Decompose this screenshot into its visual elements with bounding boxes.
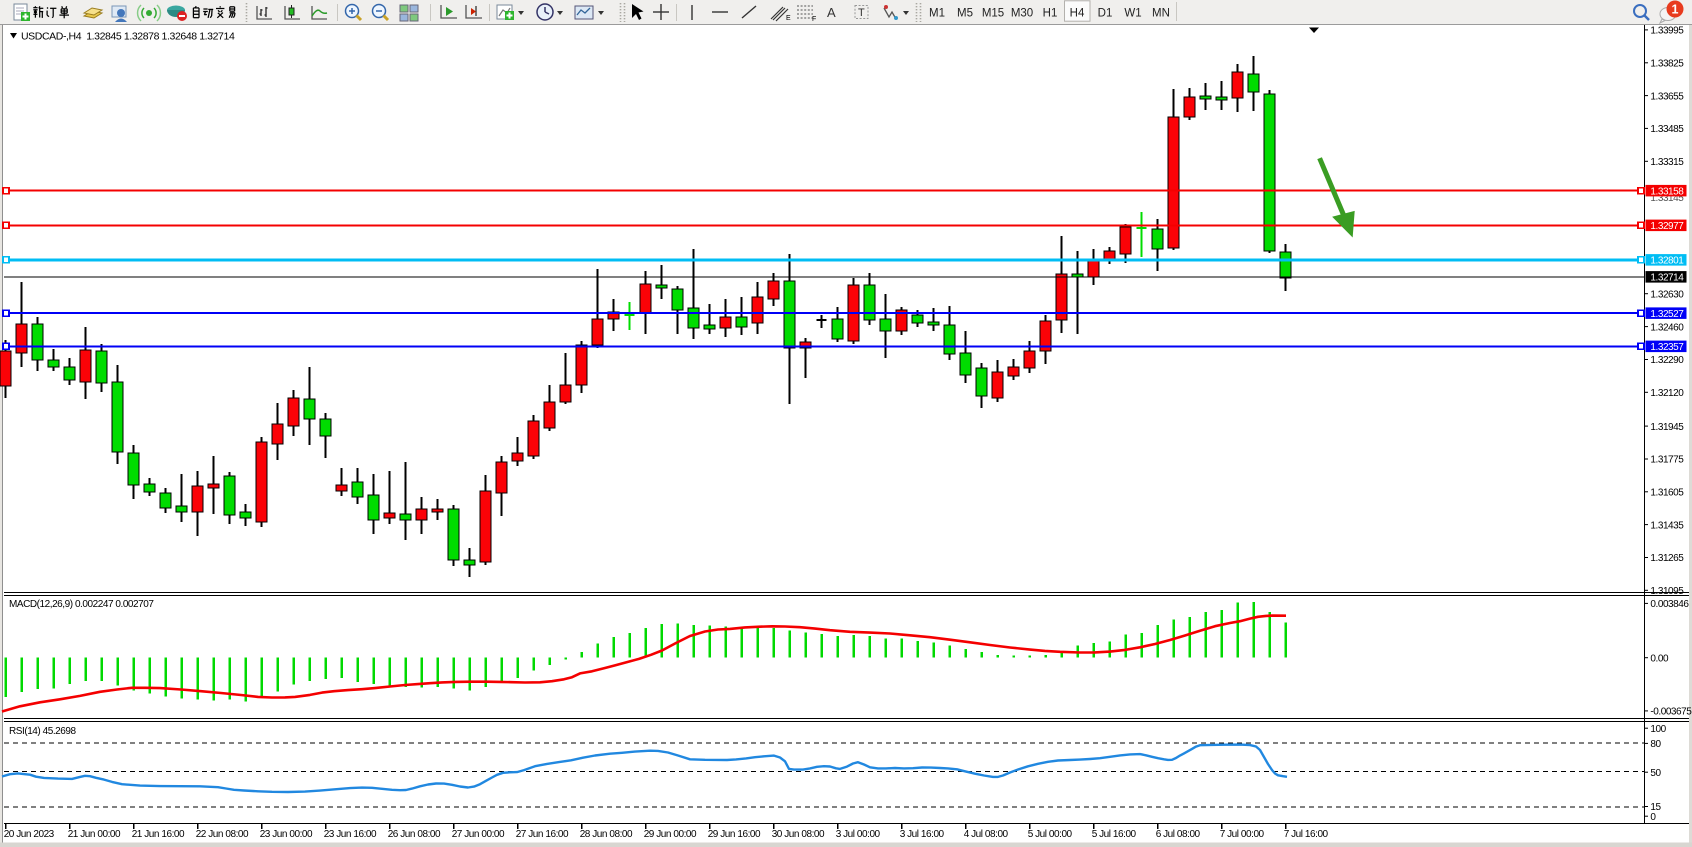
svg-text:22 Jun 08:00: 22 Jun 08:00 bbox=[196, 829, 249, 840]
svg-text:4 Jul 08:00: 4 Jul 08:00 bbox=[964, 829, 1009, 840]
svg-text:1.32460: 1.32460 bbox=[1650, 322, 1684, 333]
svg-text:1.32120: 1.32120 bbox=[1650, 388, 1684, 399]
svg-text:1.33145: 1.33145 bbox=[1650, 193, 1684, 204]
svg-text:15: 15 bbox=[1650, 802, 1661, 813]
svg-text:1.32527: 1.32527 bbox=[1650, 309, 1684, 320]
svg-text:6 Jul 08:00: 6 Jul 08:00 bbox=[1156, 829, 1201, 840]
svg-text:1.32977: 1.32977 bbox=[1650, 221, 1684, 232]
svg-text:0: 0 bbox=[1650, 812, 1656, 823]
svg-text:W1: W1 bbox=[1124, 8, 1141, 20]
svg-text:1: 1 bbox=[1672, 3, 1679, 17]
svg-text:100: 100 bbox=[1650, 724, 1666, 735]
svg-text:29 Jun 00:00: 29 Jun 00:00 bbox=[644, 829, 697, 840]
svg-text:MACD(12,26,9) 0.002247 0.00270: MACD(12,26,9) 0.002247 0.002707 bbox=[9, 599, 154, 610]
svg-text:1.31605: 1.31605 bbox=[1650, 488, 1684, 499]
svg-text:3 Jul 00:00: 3 Jul 00:00 bbox=[836, 829, 881, 840]
svg-text:1.32801: 1.32801 bbox=[1650, 256, 1684, 267]
svg-text:23 Jun 16:00: 23 Jun 16:00 bbox=[324, 829, 377, 840]
svg-text:RSI(14) 45.2698: RSI(14) 45.2698 bbox=[9, 726, 77, 737]
svg-text:29 Jun 16:00: 29 Jun 16:00 bbox=[708, 829, 761, 840]
svg-text:H1: H1 bbox=[1043, 8, 1058, 20]
svg-text:26 Jun 08:00: 26 Jun 08:00 bbox=[388, 829, 441, 840]
svg-text:1.33315: 1.33315 bbox=[1650, 157, 1684, 168]
svg-text:20 Jun 2023: 20 Jun 2023 bbox=[4, 829, 55, 840]
svg-text:5 Jul 00:00: 5 Jul 00:00 bbox=[1028, 829, 1073, 840]
svg-text:-0.003675: -0.003675 bbox=[1650, 707, 1692, 718]
svg-text:M1: M1 bbox=[929, 8, 945, 20]
svg-text:1.33158: 1.33158 bbox=[1650, 186, 1684, 197]
svg-text:50: 50 bbox=[1650, 768, 1661, 779]
svg-text:1.32714: 1.32714 bbox=[1650, 273, 1684, 284]
svg-text:M15: M15 bbox=[982, 8, 1004, 20]
svg-text:1.32290: 1.32290 bbox=[1650, 355, 1684, 366]
svg-text:1.31435: 1.31435 bbox=[1650, 520, 1684, 531]
svg-text:30 Jun 08:00: 30 Jun 08:00 bbox=[772, 829, 825, 840]
svg-text:7 Jul 16:00: 7 Jul 16:00 bbox=[1284, 829, 1329, 840]
svg-text:1.33655: 1.33655 bbox=[1650, 91, 1684, 102]
svg-text:3 Jul 16:00: 3 Jul 16:00 bbox=[900, 829, 945, 840]
svg-text:1.31265: 1.31265 bbox=[1650, 553, 1684, 564]
svg-text:M5: M5 bbox=[957, 8, 973, 20]
svg-text:80: 80 bbox=[1650, 739, 1661, 750]
svg-text:1.31095: 1.31095 bbox=[1650, 586, 1684, 597]
svg-text:5 Jul 16:00: 5 Jul 16:00 bbox=[1092, 829, 1137, 840]
svg-text:F: F bbox=[812, 16, 816, 23]
svg-text:1.31945: 1.31945 bbox=[1650, 422, 1684, 433]
svg-text:1.33825: 1.33825 bbox=[1650, 59, 1684, 70]
svg-text:0.003846: 0.003846 bbox=[1650, 599, 1689, 610]
svg-text:E: E bbox=[786, 15, 791, 22]
svg-text:D1: D1 bbox=[1098, 8, 1113, 20]
svg-text:H4: H4 bbox=[1070, 8, 1085, 20]
svg-text:1.32630: 1.32630 bbox=[1650, 289, 1684, 300]
svg-text:T: T bbox=[858, 7, 865, 19]
svg-text:27 Jun 16:00: 27 Jun 16:00 bbox=[516, 829, 569, 840]
svg-text:28 Jun 08:00: 28 Jun 08:00 bbox=[580, 829, 633, 840]
svg-text:MN: MN bbox=[1152, 8, 1170, 20]
svg-text:27 Jun 00:00: 27 Jun 00:00 bbox=[452, 829, 505, 840]
svg-text:7 Jul 00:00: 7 Jul 00:00 bbox=[1220, 829, 1265, 840]
svg-text:0.00: 0.00 bbox=[1650, 653, 1669, 664]
svg-text:1.31775: 1.31775 bbox=[1650, 455, 1684, 466]
svg-text:A: A bbox=[827, 5, 836, 20]
svg-text:21 Jun 16:00: 21 Jun 16:00 bbox=[132, 829, 185, 840]
svg-text:1.32357: 1.32357 bbox=[1650, 342, 1684, 353]
svg-text:23 Jun 00:00: 23 Jun 00:00 bbox=[260, 829, 313, 840]
svg-text:USDCAD-,H4 1.32845 1.32878 1.: USDCAD-,H4 1.32845 1.32878 1.32648 1.327… bbox=[21, 31, 235, 43]
svg-text:1.33485: 1.33485 bbox=[1650, 124, 1684, 135]
svg-text:M30: M30 bbox=[1011, 8, 1033, 20]
svg-text:21 Jun 00:00: 21 Jun 00:00 bbox=[68, 829, 121, 840]
svg-text:1.33995: 1.33995 bbox=[1650, 26, 1684, 37]
